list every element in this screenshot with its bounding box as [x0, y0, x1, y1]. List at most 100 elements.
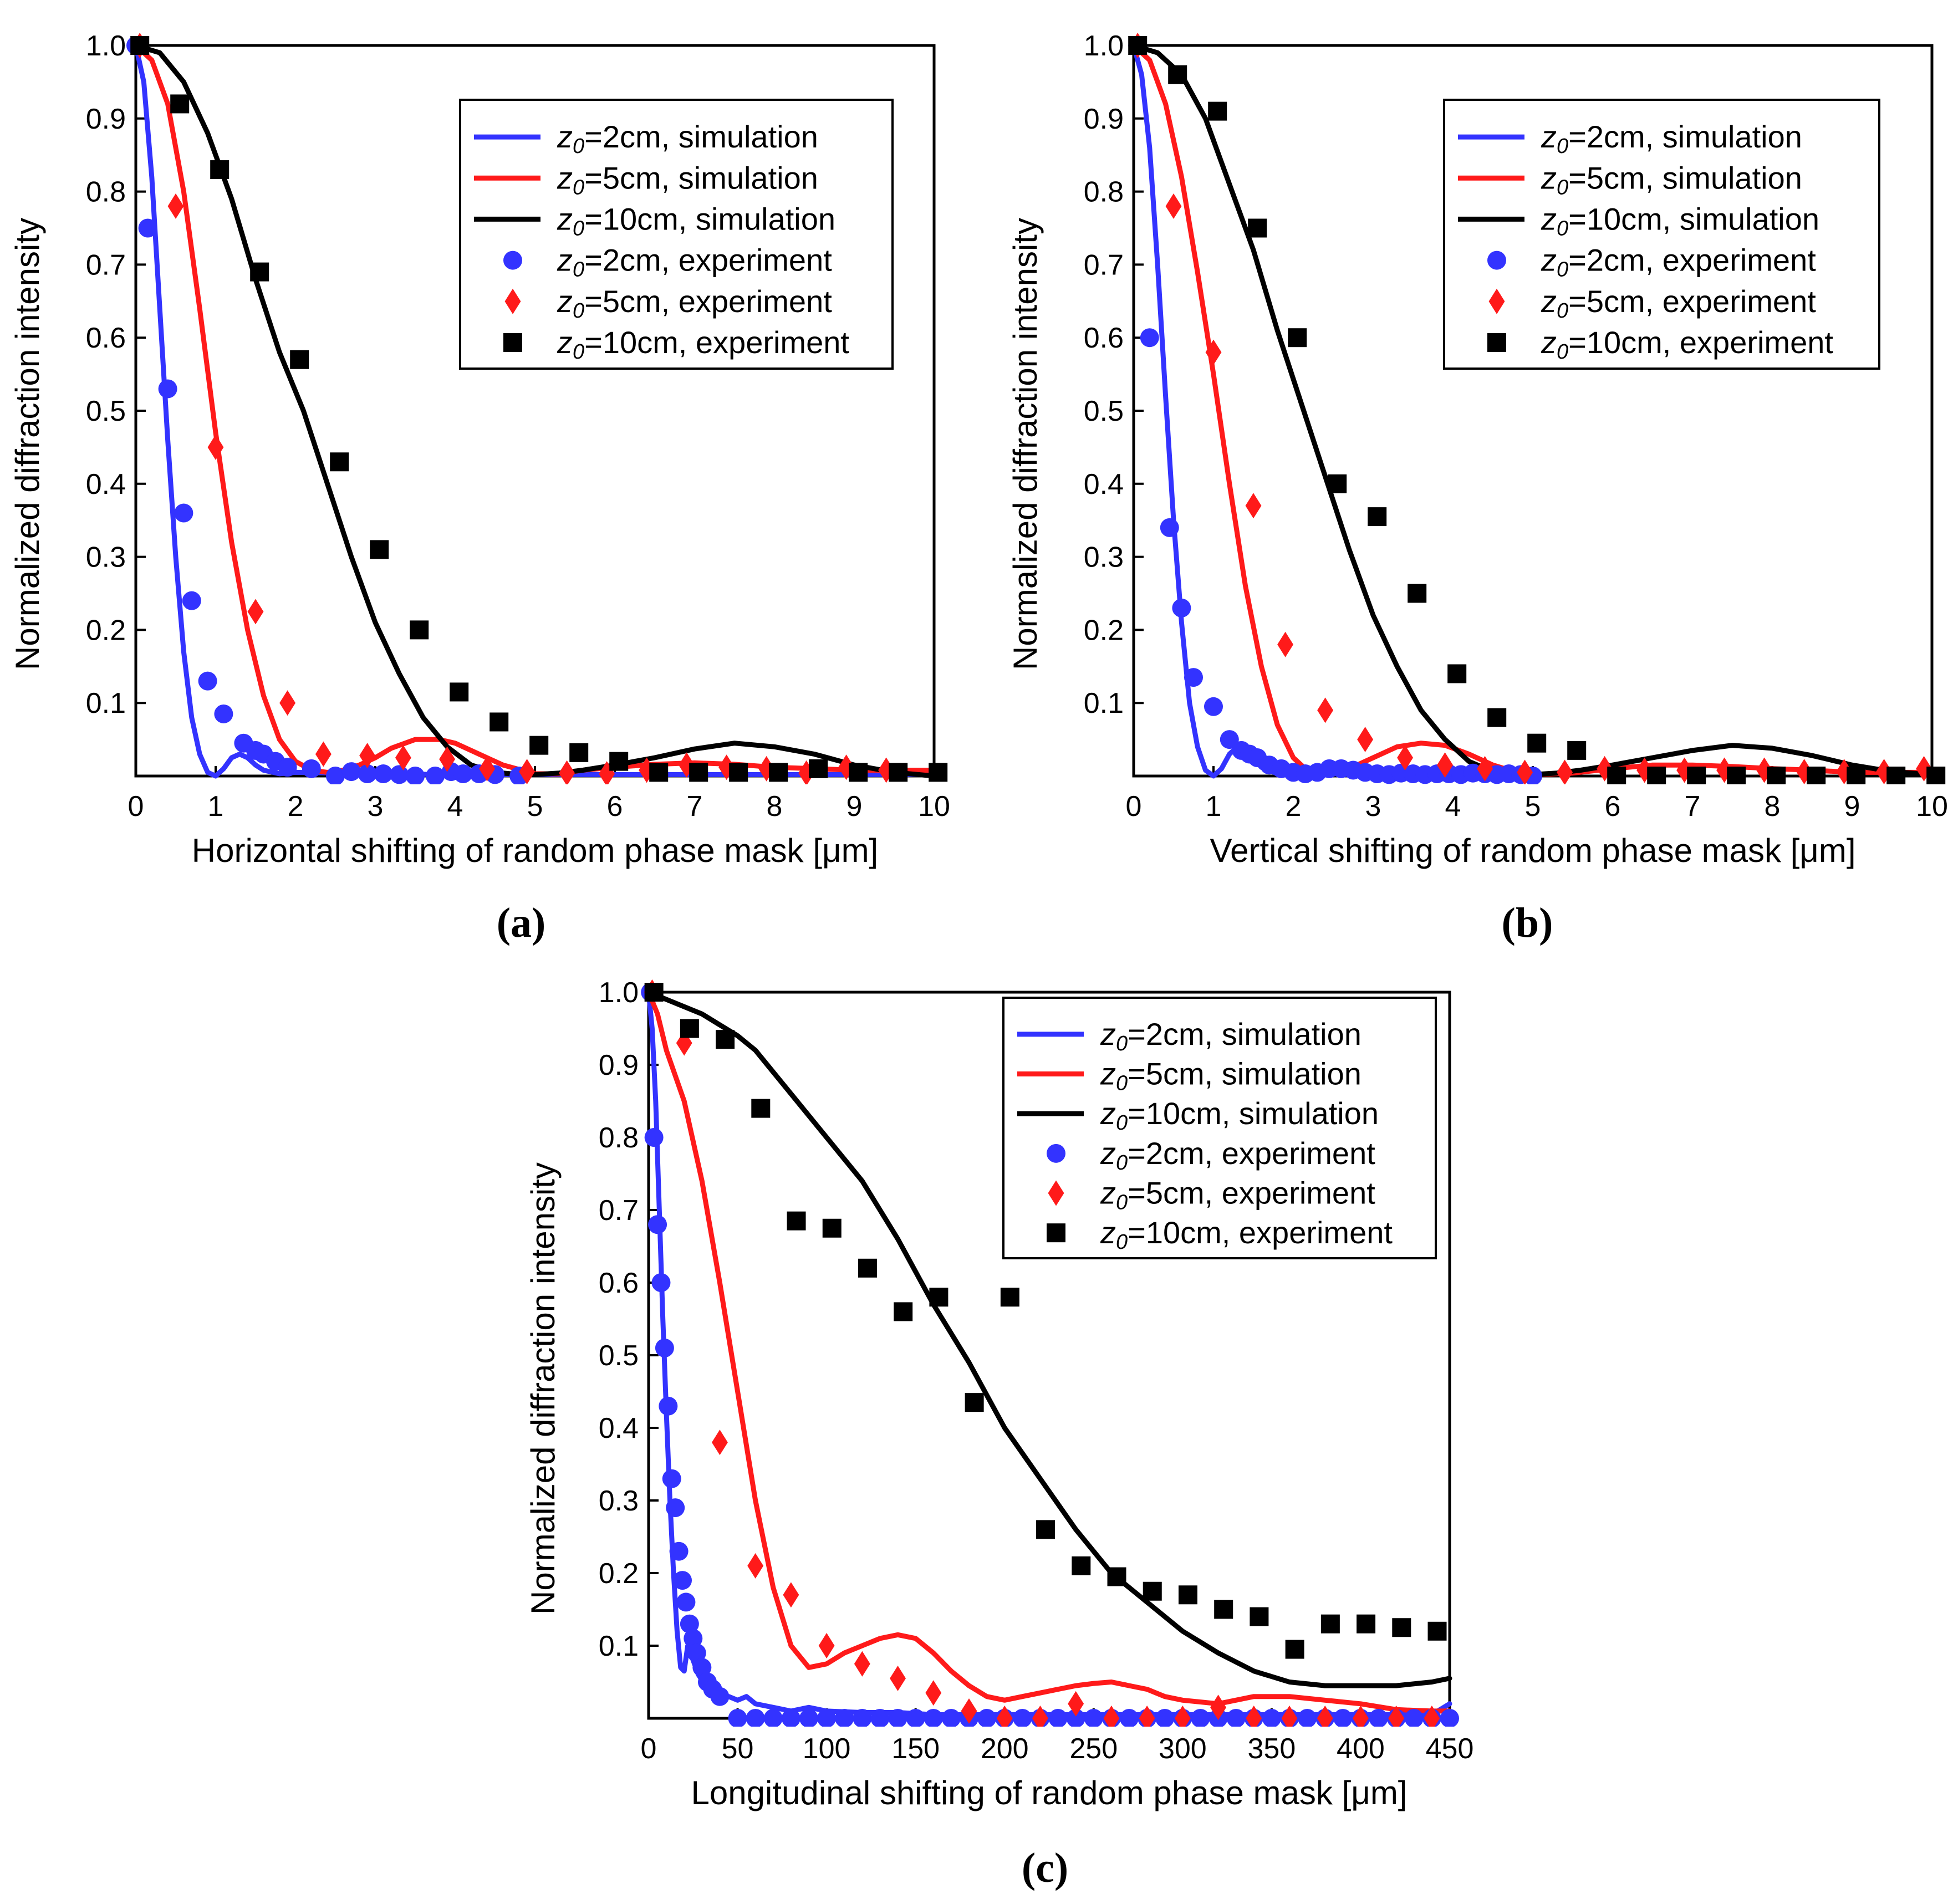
y-axis-label: Normalized diffraction intensity [9, 218, 46, 670]
data-point [290, 350, 309, 369]
legend-subscript: 0 [573, 299, 584, 323]
x-tick-label: 300 [1159, 1733, 1207, 1765]
data-point [758, 756, 775, 782]
data-point [890, 1666, 906, 1691]
legend-entry-2: z0=10cm, simulation [1100, 1096, 1379, 1135]
x-tick-label: 2 [288, 790, 304, 823]
x-tick-label: 7 [1685, 790, 1701, 823]
y-tick-label: 0.4 [1084, 468, 1124, 501]
y-tick-label: 0.6 [1084, 322, 1124, 354]
legend-subscript: 0 [1557, 258, 1568, 282]
data-point [1477, 756, 1493, 782]
data-point [680, 1019, 699, 1038]
y-tick-label: 0.5 [599, 1340, 639, 1372]
data-point [669, 1541, 689, 1561]
data-point [781, 1709, 800, 1727]
x-tick-label: 1 [1206, 790, 1222, 823]
y-tick-label: 0.8 [86, 176, 126, 208]
data-point [835, 1709, 854, 1727]
data-point [1388, 1706, 1405, 1727]
chart-panel-a: 0 1 2 3 4 5 6 7 8 9 10 0.1 0.2 0.3 0.4 0.5 0.6 0.7 0.8 0.9 1… [9, 30, 950, 946]
legend-text: =2cm, simulation [1128, 1017, 1362, 1051]
legend-var: z [1541, 119, 1557, 154]
legend-var: z [557, 201, 573, 236]
legend-var: z [1541, 325, 1557, 360]
data-point [1647, 767, 1666, 784]
legend-swatch-4 [1048, 1180, 1064, 1206]
data-point [1437, 752, 1454, 778]
data-point [559, 760, 575, 784]
chart-panel-c: 0 50 100 150 200 250 300 350 400 450 0.1 0.2 0.3 0.4 0… [524, 977, 1473, 1891]
data-point [198, 671, 217, 691]
x-tick-label: 8 [767, 790, 783, 823]
data-point [747, 1553, 764, 1579]
y-tick-label: 0.6 [86, 322, 126, 354]
legend-entry-2: z0=10cm, simulation [557, 201, 835, 240]
legend-subscript: 0 [1557, 176, 1568, 199]
data-point [1277, 631, 1294, 657]
y-tick-label: 0.6 [599, 1267, 639, 1299]
data-point [358, 764, 377, 784]
data-point [519, 759, 536, 784]
y-tick-label: 1.0 [86, 30, 126, 62]
data-point [170, 94, 190, 114]
data-point [1392, 1618, 1411, 1637]
data-point [395, 745, 411, 770]
legend-entry-1: z0=5cm, simulation [1100, 1056, 1362, 1095]
data-point [889, 763, 908, 782]
series-markers-3 [641, 983, 1459, 1727]
x-tick-label: 7 [687, 790, 703, 823]
data-point [315, 741, 332, 767]
data-point [1285, 1640, 1304, 1659]
data-point [1205, 339, 1222, 365]
data-point [639, 757, 655, 783]
data-point [878, 757, 895, 783]
data-point [1160, 518, 1179, 537]
x-tick-label: 0 [1126, 790, 1142, 823]
legend-text: =10cm, simulation [1128, 1096, 1379, 1131]
y-tick-label: 0.9 [1084, 103, 1124, 135]
data-point [1128, 36, 1148, 55]
legend-swatch-5 [1047, 1223, 1065, 1243]
y-tick-label: 1.0 [1084, 30, 1124, 62]
data-point [687, 1643, 706, 1663]
legend-var: z [1100, 1215, 1116, 1250]
y-tick-label: 0.1 [1084, 687, 1124, 719]
data-point [729, 763, 748, 782]
data-point [1084, 1709, 1103, 1727]
legend-var: z [557, 119, 573, 154]
legend-subscript: 0 [1557, 340, 1568, 364]
legend-entry-1: z0=5cm, simulation [1541, 160, 1802, 199]
x-tick-label: 4 [1445, 790, 1461, 823]
data-point [1687, 767, 1706, 784]
data-point [1727, 767, 1746, 784]
data-point [1165, 193, 1182, 219]
legend-var: z [1100, 1176, 1116, 1211]
data-point [1320, 1614, 1340, 1634]
x-tick-label: 1 [208, 790, 224, 823]
data-point [924, 1709, 943, 1727]
x-tick-label: 6 [1605, 790, 1621, 823]
x-tick-label: 0 [641, 1733, 657, 1765]
data-point [858, 1258, 877, 1278]
y-axis-label: Normalized diffraction intensity [1007, 218, 1044, 670]
legend-swatch-3 [503, 251, 522, 270]
data-point [769, 763, 788, 782]
y-tick-label: 0.2 [86, 614, 126, 646]
legend-var: z [1541, 160, 1557, 195]
legend-entry-0: z0=2cm, simulation [1100, 1017, 1362, 1055]
legend-text: =2cm, experiment [584, 243, 832, 278]
legend-entry-3: z0=2cm, experiment [1100, 1136, 1375, 1175]
plot-area [641, 979, 1459, 1727]
data-point [326, 767, 345, 784]
legend-text: =2cm, experiment [1568, 243, 1816, 278]
x-tick-label: 50 [722, 1733, 754, 1765]
data-point [130, 36, 150, 55]
data-point [849, 763, 868, 782]
legend-subscript: 0 [1557, 217, 1568, 240]
data-point [479, 756, 496, 782]
data-point [763, 1709, 783, 1727]
data-point [783, 1582, 799, 1608]
data-point [1248, 218, 1267, 238]
data-point [894, 1302, 913, 1321]
